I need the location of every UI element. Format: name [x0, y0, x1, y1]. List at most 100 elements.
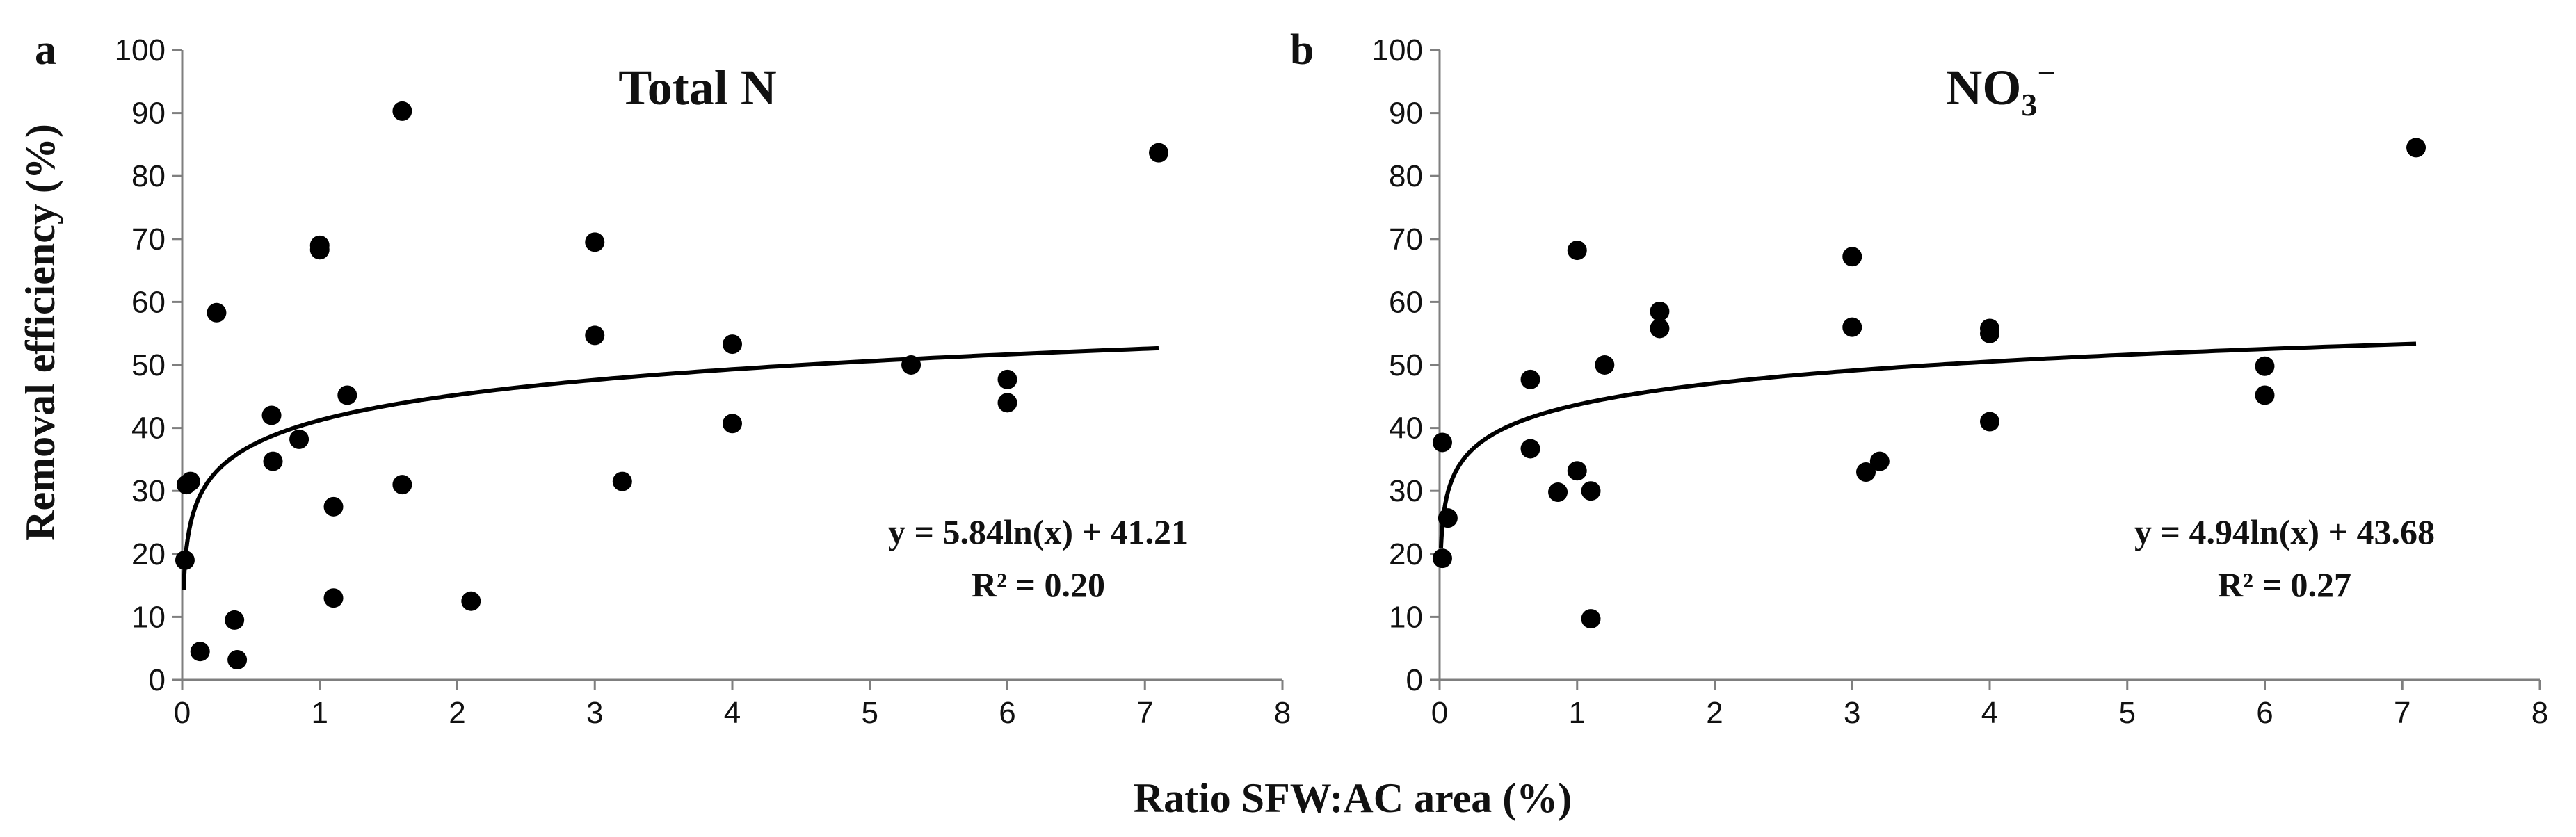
data-point [180, 471, 200, 491]
data-point [1581, 609, 1601, 629]
x-tick-label: 1 [1569, 696, 1586, 730]
y-tick-label: 50 [131, 348, 166, 382]
data-point [261, 405, 282, 425]
data-point [225, 610, 245, 630]
data-point [997, 369, 1017, 389]
y-tick-label: 90 [1389, 97, 1423, 131]
x-tick-label: 2 [1706, 696, 1723, 730]
data-point [1432, 432, 1452, 453]
data-point [1980, 323, 1999, 343]
data-point [190, 642, 210, 662]
data-point [723, 334, 742, 355]
y-tick-label: 50 [1389, 348, 1423, 382]
y-tick-label: 40 [1389, 412, 1423, 446]
data-point [2255, 385, 2275, 405]
data-point [175, 550, 195, 570]
data-point [461, 591, 481, 611]
y-axis-label: Removal efficiency (%) [17, 124, 63, 541]
data-point [723, 414, 742, 434]
x-tick-label: 8 [2531, 696, 2548, 730]
y-tick-label: 100 [1372, 33, 1423, 67]
panel-label-a: a [35, 26, 56, 74]
x-tick-label: 6 [2256, 696, 2273, 730]
data-point [1567, 241, 1587, 261]
data-point [1842, 247, 1862, 267]
data-point [1856, 462, 1876, 482]
y-tick-label: 80 [1389, 159, 1423, 193]
data-point [1438, 508, 1458, 528]
x-tick-label: 2 [449, 696, 465, 730]
data-point [1650, 318, 1670, 339]
y-tick-label: 70 [131, 222, 166, 257]
panel-b: b NO3− y = 4.94ln(x) + 43.68 R² = 0.27 0… [1290, 26, 2548, 730]
data-point [2255, 356, 2275, 376]
data-point [2406, 138, 2426, 158]
data-point [1520, 439, 1540, 459]
trendline [182, 346, 1159, 590]
panel-b-title-main: NO [1946, 60, 2021, 115]
y-tick-label: 60 [1389, 285, 1423, 319]
data-point [227, 650, 248, 670]
x-tick-label: 4 [724, 696, 741, 730]
y-tick-label: 10 [1389, 600, 1423, 634]
y-tick-label: 80 [131, 159, 166, 193]
data-point [1548, 482, 1568, 503]
data-point [392, 101, 412, 121]
y-tick-label: 10 [131, 600, 166, 634]
data-point [1869, 451, 1890, 471]
data-point [1581, 481, 1601, 501]
data-point [323, 588, 344, 608]
data-point [1432, 548, 1452, 569]
y-tick-label: 30 [131, 474, 166, 508]
y-tick-label: 20 [1389, 537, 1423, 571]
x-tick-label: 7 [1136, 696, 1153, 730]
data-point [997, 393, 1017, 413]
x-tick-label: 6 [999, 696, 1015, 730]
data-point [1595, 355, 1615, 375]
panel-b-title: NO3− [1946, 55, 2055, 122]
x-tick-label: 1 [312, 696, 328, 730]
data-point [392, 475, 412, 495]
panel-label-b: b [1290, 26, 1314, 74]
data-point [1980, 412, 1999, 432]
y-tick-label: 70 [1389, 222, 1423, 257]
data-point [901, 355, 921, 375]
y-tick-label: 20 [131, 537, 166, 571]
data-point [323, 496, 344, 517]
x-tick-label: 5 [2119, 696, 2136, 730]
data-point [289, 429, 309, 449]
x-axis-label: Ratio SFW:AC area (%) [1134, 775, 1572, 821]
panel-a-r2: R² = 0.20 [972, 565, 1105, 604]
y-tick-label: 40 [131, 412, 166, 446]
y-tick-label: 60 [131, 285, 166, 319]
data-point [1567, 461, 1587, 481]
data-point [263, 451, 283, 471]
x-tick-label: 8 [1274, 696, 1291, 730]
x-tick-label: 5 [862, 696, 878, 730]
data-point [585, 325, 605, 346]
data-point [207, 302, 227, 323]
panel-b-title-sup: − [2037, 55, 2055, 90]
panel-b-r2: R² = 0.27 [2218, 565, 2351, 604]
y-tick-label: 100 [115, 33, 166, 67]
panel-a-title: Total N [618, 60, 776, 115]
data-point [1149, 143, 1169, 163]
data-point [1520, 369, 1540, 389]
data-point [1842, 317, 1862, 337]
y-tick-label: 90 [131, 97, 166, 131]
y-tick-label: 0 [1406, 663, 1423, 697]
y-tick-label: 30 [1389, 474, 1423, 508]
panel-b-equation: y = 4.94ln(x) + 43.68 [2134, 512, 2435, 551]
x-tick-label: 3 [1844, 696, 1860, 730]
x-tick-label: 7 [2394, 696, 2410, 730]
x-tick-label: 0 [1431, 696, 1448, 730]
data-point [1650, 301, 1670, 321]
data-point [337, 385, 357, 405]
panel-b-title-sub: 3 [2021, 87, 2037, 122]
y-tick-label: 0 [149, 663, 166, 697]
panel-a: a Total N y = 5.84ln(x) + 41.21 R² = 0.2… [35, 26, 1291, 730]
data-point [612, 471, 632, 491]
data-point [585, 232, 605, 252]
data-point [309, 235, 330, 255]
